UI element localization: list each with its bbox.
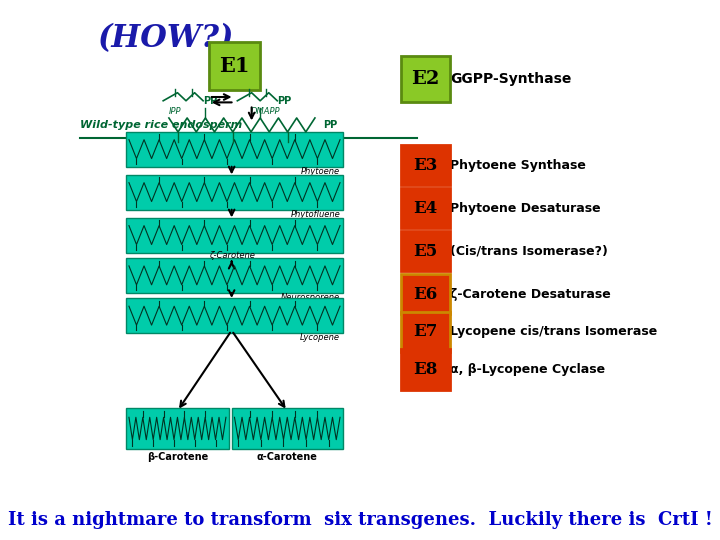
FancyBboxPatch shape [401, 57, 450, 102]
Text: DMAPP: DMAPP [251, 107, 281, 116]
FancyBboxPatch shape [401, 188, 450, 228]
Text: Phytofluene: Phytofluene [290, 210, 340, 219]
Text: α-Carotene: α-Carotene [257, 453, 318, 462]
FancyBboxPatch shape [401, 312, 450, 352]
FancyBboxPatch shape [401, 145, 450, 185]
FancyBboxPatch shape [126, 298, 343, 333]
Text: E3: E3 [413, 157, 438, 174]
Text: PP: PP [277, 96, 292, 106]
Text: (Cis/trans Isomerase?): (Cis/trans Isomerase?) [450, 245, 608, 258]
FancyBboxPatch shape [401, 231, 450, 271]
Text: PP: PP [203, 96, 217, 106]
Text: Phytoene Synthase: Phytoene Synthase [450, 159, 586, 172]
Text: (HOW?): (HOW?) [98, 24, 234, 55]
Text: E7: E7 [413, 323, 438, 340]
Text: Phytoene Desaturase: Phytoene Desaturase [450, 202, 600, 215]
Text: Lycopene: Lycopene [300, 333, 340, 342]
Text: GGPP-Synthase: GGPP-Synthase [450, 72, 571, 86]
Text: GGPP: GGPP [218, 144, 245, 154]
Text: E5: E5 [413, 242, 438, 260]
FancyBboxPatch shape [401, 349, 450, 389]
Text: PP: PP [323, 120, 337, 130]
Text: E1: E1 [220, 56, 250, 76]
Text: Lycopene cis/trans Isomerase: Lycopene cis/trans Isomerase [450, 325, 657, 338]
FancyBboxPatch shape [126, 408, 229, 449]
FancyBboxPatch shape [126, 132, 343, 166]
Text: Phytoene: Phytoene [301, 166, 340, 176]
FancyBboxPatch shape [126, 258, 343, 293]
Text: IPP: IPP [168, 107, 181, 116]
Text: ζ-Carotene Desaturase: ζ-Carotene Desaturase [450, 288, 611, 301]
FancyBboxPatch shape [232, 408, 343, 449]
Text: E2: E2 [411, 70, 440, 88]
Text: Wild-type rice endosperm: Wild-type rice endosperm [81, 120, 243, 130]
Text: Neurosporene: Neurosporene [281, 293, 340, 302]
Text: α, β-Lycopene Cyclase: α, β-Lycopene Cyclase [450, 363, 605, 376]
Text: E8: E8 [413, 361, 438, 378]
FancyBboxPatch shape [126, 174, 343, 210]
Text: β-Carotene: β-Carotene [147, 453, 208, 462]
FancyBboxPatch shape [209, 42, 260, 90]
Text: E6: E6 [413, 286, 438, 303]
FancyBboxPatch shape [126, 218, 343, 253]
Text: E4: E4 [413, 200, 438, 217]
Text: It is a nightmare to transform  six transgenes.  Luckily there is  CrtI !: It is a nightmare to transform six trans… [8, 511, 712, 529]
Text: ζ-Carotene: ζ-Carotene [209, 251, 255, 260]
FancyBboxPatch shape [401, 274, 450, 314]
